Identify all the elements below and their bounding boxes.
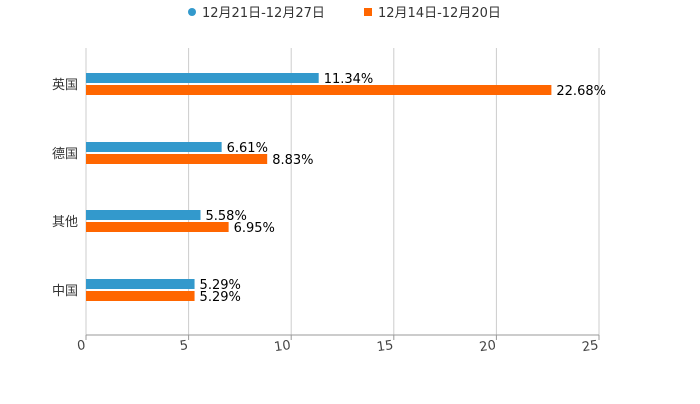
legend-label: 12月21日-12月27日 xyxy=(202,6,325,21)
y-category-label: 德国 xyxy=(52,147,78,162)
bar-week-dec14-20 xyxy=(86,291,195,301)
y-category-label: 其他 xyxy=(52,215,78,230)
bar-week-dec21-27 xyxy=(86,73,319,83)
bar-week-dec21-27 xyxy=(86,210,201,220)
legend-marker-square xyxy=(364,8,372,16)
bar-week-dec14-20 xyxy=(86,222,229,232)
legend-label: 12月14日-12月20日 xyxy=(378,6,501,21)
y-category-label: 英国 xyxy=(52,78,78,93)
data-label: 6.95% xyxy=(234,221,275,236)
x-tick-label: 5 xyxy=(179,338,189,354)
legend-marker-circle xyxy=(188,8,196,16)
data-label: 8.83% xyxy=(272,153,313,168)
bar-week-dec14-20 xyxy=(86,154,268,164)
data-label: 5.58% xyxy=(206,209,247,224)
data-label: 22.68% xyxy=(556,84,606,99)
data-label: 11.34% xyxy=(324,72,374,87)
data-label: 5.29% xyxy=(200,290,241,305)
data-label: 5.29% xyxy=(200,278,241,293)
x-tick-label: 0 xyxy=(76,338,86,354)
x-tick-label: 10 xyxy=(273,338,291,355)
bar-week-dec14-20 xyxy=(86,85,552,95)
bar-week-dec21-27 xyxy=(86,279,195,289)
x-tick-label: 15 xyxy=(376,338,394,355)
bar-week-dec21-27 xyxy=(86,142,222,152)
data-label: 6.61% xyxy=(227,141,268,156)
y-category-label: 中国 xyxy=(52,284,78,299)
x-tick-label: 25 xyxy=(581,338,599,355)
x-tick-label: 20 xyxy=(478,338,496,355)
